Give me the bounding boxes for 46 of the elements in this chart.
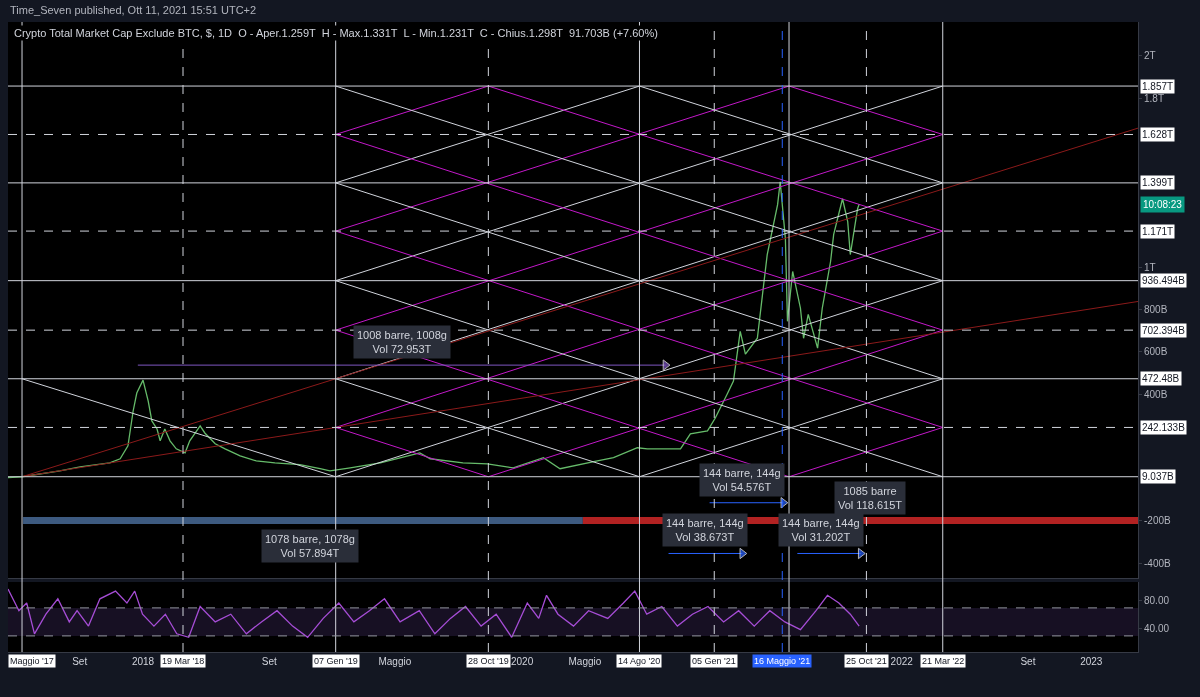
y-tick-label: 800B bbox=[1144, 304, 1168, 316]
y-tick-label: 40.00 bbox=[1144, 623, 1170, 635]
x-tick-label: 2020 bbox=[510, 656, 534, 667]
annotation: 1008 barre, 1008g Vol 72.953T bbox=[357, 329, 447, 356]
ref-line-label: 25 Oct '21 bbox=[846, 656, 887, 666]
annotation: 144 barre, 144g Vol 38.673T bbox=[666, 517, 744, 544]
x-tick-label: Maggio bbox=[568, 656, 602, 667]
ref-line-label: 472.48B bbox=[1142, 373, 1180, 384]
x-tick-label: Maggio bbox=[378, 656, 412, 667]
ref-line-label: 1.171T bbox=[1142, 226, 1174, 237]
x-tick-label: 2022 bbox=[890, 656, 914, 667]
x-tick-label: 2023 bbox=[1080, 656, 1103, 667]
ref-line-label: 9.037B bbox=[1142, 471, 1175, 482]
ref-line-label: 702.394B bbox=[1142, 325, 1186, 336]
ref-line-label: 28 Oct '19 bbox=[468, 656, 509, 666]
ref-line-label: 07 Gen '19 bbox=[314, 656, 358, 666]
x-tick-label: Set bbox=[72, 656, 88, 667]
y-tick-label: 1T bbox=[1144, 261, 1156, 273]
chart-title: Crypto Total Market Cap Exclude BTC, $, 1D O - Aper.1.259T H - Max.1.331T L - Min.1.231T C - Chius.1.298T 91.703B (+7.60%) bbox=[14, 27, 658, 39]
y-tick-label: 1.8T bbox=[1144, 92, 1165, 104]
text: Time_Seven published, Ott 11, 2021 15:51 UTC+2 bbox=[10, 4, 257, 16]
ref-line-label: 19 Mar '18 bbox=[162, 656, 205, 666]
ref-line-label: Maggio '17 bbox=[10, 656, 54, 666]
ref-line-label: 936.494B bbox=[1142, 275, 1186, 286]
y-tick-label: 2T bbox=[1144, 50, 1156, 62]
y-tick-label: 600B bbox=[1144, 346, 1168, 358]
annotation: 144 barre, 144g Vol 54.576T bbox=[703, 467, 781, 494]
ref-line-label: 1.628T bbox=[1142, 129, 1174, 140]
x-tick-label: 2018 bbox=[131, 656, 155, 667]
y-tick-label: -400B bbox=[1144, 557, 1172, 569]
text: 10:08:23 bbox=[1143, 199, 1183, 210]
x-tick-label: Set bbox=[261, 656, 277, 667]
annotation: 1078 barre, 1078g Vol 57.894T bbox=[265, 533, 355, 560]
ref-line-label: 242.133B bbox=[1142, 422, 1186, 433]
y-tick-label: 400B bbox=[1144, 388, 1168, 400]
x-tick-label: Set bbox=[1020, 656, 1036, 667]
annotation: 1085 barre Vol 118.615T bbox=[838, 485, 903, 512]
annotation: 144 barre, 144g Vol 31.202T bbox=[782, 517, 860, 544]
y-tick-label: -200B bbox=[1144, 515, 1172, 527]
y-tick-label: 80.00 bbox=[1144, 595, 1170, 607]
ref-line-label: 16 Maggio '21 bbox=[754, 656, 811, 666]
ref-line-label: 1.857T bbox=[1142, 81, 1174, 92]
ref-line-label: 1.399T bbox=[1142, 177, 1174, 188]
ref-line-label: 05 Gen '21 bbox=[692, 656, 736, 666]
ref-line-label: 21 Mar '22 bbox=[922, 656, 965, 666]
ref-line-label: 14 Ago '20 bbox=[618, 656, 661, 666]
